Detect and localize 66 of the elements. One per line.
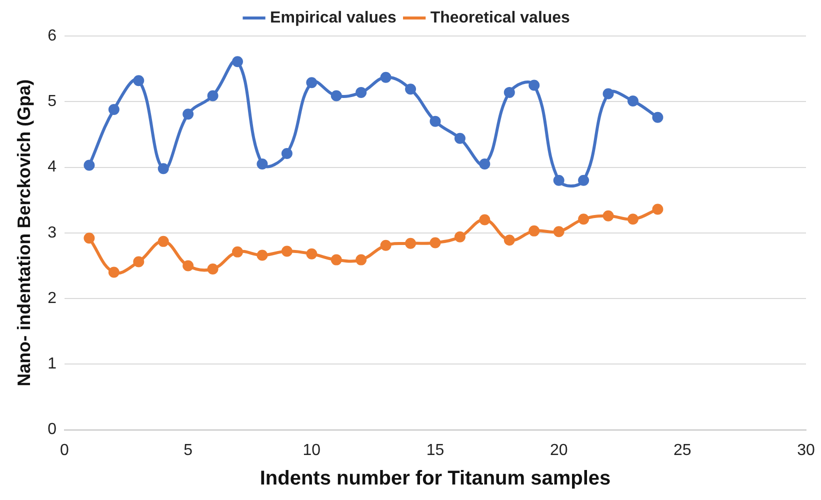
y-tick-label: 4 bbox=[48, 158, 57, 176]
x-tick-label: 0 bbox=[60, 442, 70, 459]
y-tick-label: 5 bbox=[48, 93, 57, 110]
point bbox=[306, 248, 318, 260]
point bbox=[256, 158, 268, 170]
point bbox=[232, 56, 244, 68]
point bbox=[330, 90, 342, 102]
point bbox=[528, 80, 540, 91]
point bbox=[430, 116, 441, 127]
point bbox=[652, 112, 664, 123]
y-tick-label: 6 bbox=[48, 27, 57, 44]
point bbox=[356, 86, 367, 98]
point bbox=[207, 90, 218, 102]
x-tick-label: 10 bbox=[302, 442, 321, 459]
point bbox=[652, 204, 664, 215]
point bbox=[553, 174, 564, 186]
point bbox=[281, 246, 292, 257]
point bbox=[356, 254, 367, 266]
point bbox=[133, 75, 144, 86]
x-axis-title: Indents number for Titanum samples bbox=[260, 468, 611, 490]
y-tick-label: 3 bbox=[48, 224, 57, 242]
point bbox=[158, 236, 169, 247]
point bbox=[627, 214, 638, 225]
point bbox=[182, 108, 194, 120]
point bbox=[504, 234, 515, 246]
point bbox=[479, 158, 490, 170]
y-tick-label: 2 bbox=[48, 290, 57, 307]
x-tick-label: 20 bbox=[550, 442, 568, 459]
point bbox=[158, 163, 169, 174]
point bbox=[108, 266, 120, 278]
point bbox=[380, 72, 392, 83]
point bbox=[232, 246, 244, 258]
point bbox=[578, 174, 590, 186]
point bbox=[84, 160, 95, 171]
point bbox=[306, 77, 318, 88]
point bbox=[430, 237, 441, 248]
point bbox=[256, 250, 268, 261]
point bbox=[479, 214, 490, 226]
point bbox=[182, 260, 194, 272]
point bbox=[553, 226, 564, 238]
point bbox=[454, 231, 466, 242]
point bbox=[602, 88, 614, 100]
x-tick-label: 30 bbox=[797, 442, 815, 459]
point bbox=[380, 240, 392, 251]
legend-label: Empirical values bbox=[270, 9, 396, 26]
y-tick-label: 0 bbox=[48, 421, 57, 438]
point bbox=[108, 104, 120, 116]
point bbox=[454, 132, 466, 144]
point bbox=[330, 254, 342, 266]
x-tick-label: 15 bbox=[426, 442, 444, 459]
x-tick-label: 5 bbox=[184, 442, 193, 459]
y-axis-title: Nano- indentation Berckovich (Gpa) bbox=[14, 79, 34, 386]
point bbox=[405, 238, 416, 249]
point bbox=[281, 148, 292, 159]
legend-label: Theoretical values bbox=[430, 9, 570, 26]
point bbox=[504, 86, 515, 98]
point bbox=[405, 84, 416, 95]
point bbox=[207, 264, 218, 274]
point bbox=[133, 256, 144, 268]
point bbox=[627, 95, 638, 106]
point bbox=[602, 210, 614, 222]
y-tick-label: 1 bbox=[48, 356, 57, 373]
point bbox=[84, 232, 95, 244]
point bbox=[578, 214, 590, 225]
point bbox=[528, 225, 540, 236]
x-tick-label: 25 bbox=[674, 442, 692, 459]
